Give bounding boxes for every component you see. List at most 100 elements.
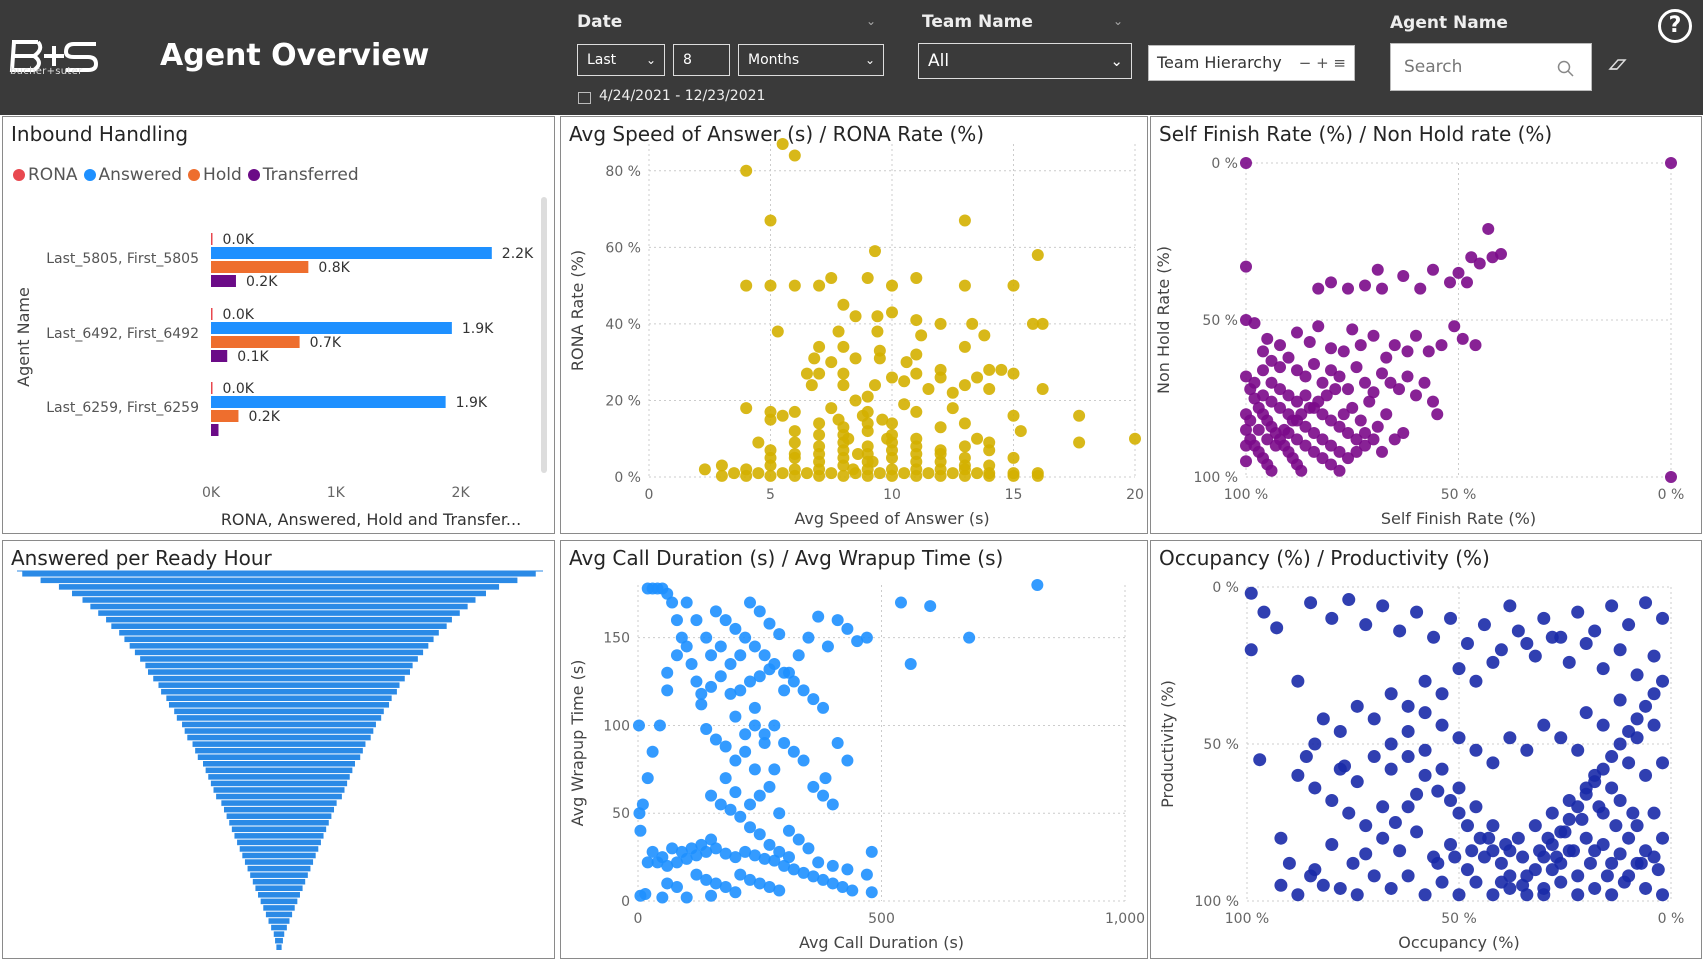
data-point [1304, 596, 1318, 610]
data-point [1026, 317, 1039, 330]
data-point [1401, 699, 1415, 713]
duration-wrapup-panel[interactable]: Avg Call Duration (s) / Avg Wrapup Time … [560, 540, 1148, 959]
occupancy-productivity-panel[interactable]: Occupancy (%) / Productivity (%) 0 % 50 %… [1150, 540, 1702, 959]
data-point [1244, 586, 1258, 600]
data-point [729, 851, 742, 864]
agent-filter-label: Agent Name [1390, 13, 1508, 33]
answered-per-ready-hour-panel[interactable]: Answered per Ready Hour [2, 540, 555, 959]
selffinish-nonhold-scatter-chart: 0 % 50 % 100 %100 % 50 % 0 % Self Finish Rate… [1154, 156, 1684, 528]
data-point [695, 687, 708, 700]
data-point [1401, 370, 1414, 383]
data-point [821, 640, 834, 653]
data-point [1656, 674, 1670, 688]
data-point [1465, 251, 1478, 264]
data-point [963, 631, 976, 644]
data-point [739, 745, 752, 758]
legend-item-transferred[interactable]: Transferred [247, 165, 359, 185]
data-point [1418, 706, 1432, 720]
data-point [764, 214, 777, 227]
data-point [1605, 750, 1619, 764]
data-point [1337, 345, 1350, 358]
inbound-handling-panel[interactable]: Inbound Handling RONA Answered Hold Transfe… [2, 116, 555, 534]
data-point [1605, 599, 1619, 613]
data-point [1325, 439, 1337, 452]
x-tick-label: 500 [868, 911, 895, 927]
data-point [825, 467, 838, 480]
bar [211, 233, 213, 245]
data-point [670, 614, 683, 627]
data-point [886, 306, 898, 319]
team-filter-chevron-icon[interactable]: ⌄ [1113, 14, 1124, 28]
data-point [776, 409, 789, 422]
data-point [1554, 630, 1568, 644]
bar [258, 892, 300, 898]
speed-rona-panel[interactable]: Avg Speed of Answer (s) / RONA Rate (%) … [560, 116, 1148, 534]
data-point [1448, 850, 1462, 864]
data-point [792, 649, 805, 662]
data-point [1282, 408, 1295, 421]
data-point [1545, 806, 1559, 820]
data-point [1350, 433, 1363, 446]
data-point [1325, 837, 1339, 851]
data-point [1469, 875, 1483, 889]
data-point [1240, 455, 1252, 468]
data-point [1299, 750, 1313, 764]
help-icon[interactable]: ? [1658, 9, 1692, 43]
legend-item-rona[interactable]: RONA [13, 165, 78, 185]
date-filter-chevron-icon[interactable]: ⌄ [866, 14, 877, 28]
data-point [1469, 800, 1483, 814]
data-point [865, 886, 878, 899]
bar [140, 656, 418, 662]
selffinish-nonhold-panel[interactable]: Self Finish Rate (%) / Non Hold rate (%)… [1150, 116, 1702, 534]
agent-search-box[interactable]: Search [1390, 43, 1592, 91]
data-point [1367, 750, 1381, 764]
data-point [1257, 605, 1271, 619]
data-point [1371, 420, 1384, 433]
date-unit-dropdown[interactable]: Months ⌄ [738, 44, 884, 76]
data-point [868, 379, 881, 392]
legend-item-hold[interactable]: Hold [188, 165, 242, 185]
data-point [1486, 819, 1500, 833]
search-input[interactable]: Search [1404, 57, 1463, 77]
bar [129, 643, 429, 649]
data-point [873, 352, 886, 365]
data-point [1452, 781, 1466, 795]
data-point [734, 868, 747, 881]
data-point [748, 763, 761, 776]
legend-item-answered[interactable]: Answered [83, 165, 182, 185]
data-point [787, 745, 800, 758]
data-point [729, 710, 742, 723]
data-point [837, 340, 850, 353]
data-point [740, 469, 753, 482]
data-point [1393, 844, 1407, 858]
data-point [837, 469, 850, 482]
data-point [1494, 643, 1508, 657]
team-hierarchy-slicer[interactable]: Team Hierarchy − + ≡ [1148, 45, 1355, 81]
data-point [1376, 599, 1390, 613]
scrollbar [541, 197, 547, 473]
data-point [1007, 469, 1020, 482]
date-mode-dropdown[interactable]: Last ⌄ [577, 44, 665, 76]
data-point [1299, 389, 1312, 402]
panel-title: Avg Call Duration (s) / Avg Wrapup Time … [569, 546, 1004, 570]
data-point [958, 340, 971, 353]
data-point [1257, 389, 1269, 402]
data-point [1550, 850, 1564, 864]
data-point [744, 596, 757, 609]
data-point [1316, 408, 1329, 421]
data-point [778, 684, 791, 697]
y-tick-label: 50 % [1202, 313, 1238, 329]
data-point [748, 719, 761, 732]
hierarchy-expand-collapse-icon[interactable]: − + ≡ [1298, 54, 1346, 72]
data-point [842, 432, 855, 445]
data-point [1333, 445, 1346, 458]
bar [106, 616, 452, 623]
data-label: 0.8K [318, 260, 350, 276]
data-point [1253, 753, 1267, 767]
data-point [666, 596, 679, 609]
eraser-icon[interactable] [1608, 58, 1628, 72]
data-point [752, 467, 765, 480]
team-dropdown[interactable]: All ⌄ [918, 43, 1132, 79]
date-count-input[interactable]: 8 [673, 44, 730, 76]
y-tick-label: 20 % [605, 393, 641, 409]
